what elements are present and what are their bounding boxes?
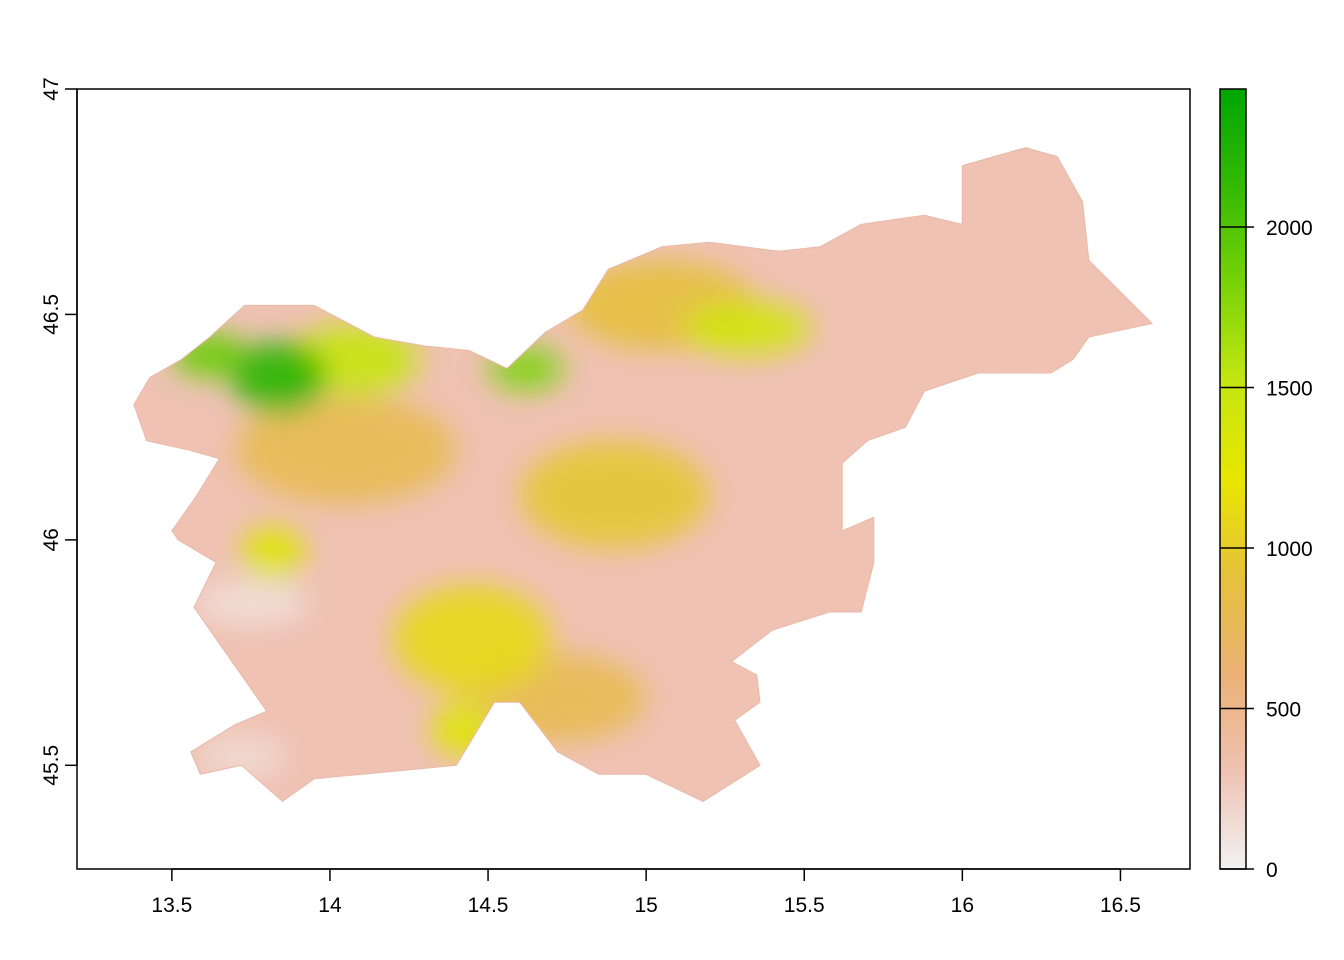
x-tick-label: 16 <box>951 894 974 917</box>
region-outline <box>133 147 1154 803</box>
legend-ticks: 0 500 1000 1500 2000 <box>1220 217 1313 882</box>
elevation-zone <box>684 300 811 356</box>
elevation-zone <box>519 440 710 549</box>
color-legend: 0 500 1000 1500 2000 <box>1219 88 1313 882</box>
elevation-zone <box>393 585 552 694</box>
y-tick-label: 46.5 <box>40 294 63 335</box>
elevation-zone <box>488 346 564 391</box>
elevation-zone <box>197 733 286 779</box>
x-tick-label: 13.5 <box>151 894 192 917</box>
x-tick-label: 14 <box>318 894 342 917</box>
y-tick-label: 45.5 <box>40 745 63 786</box>
elevation-zone <box>194 580 308 626</box>
y-tick-label: 46 <box>40 528 63 551</box>
legend-tick-label: 0 <box>1266 859 1278 882</box>
legend-color-bar <box>1219 88 1247 870</box>
x-axis: 13.5 14 14.5 15 15.5 16 16.5 <box>151 868 1141 917</box>
x-tick-label: 15 <box>634 894 657 917</box>
x-tick-label: 16.5 <box>1100 894 1141 917</box>
elevation-raster <box>133 147 1154 803</box>
legend-tick-label: 1500 <box>1266 378 1313 401</box>
x-tick-label: 14.5 <box>468 894 509 917</box>
elevation-zone <box>431 702 495 757</box>
y-tick-label: 47 <box>40 77 63 100</box>
elevation-zone <box>235 395 457 504</box>
elevation-zone <box>232 341 327 414</box>
y-axis: 45.5 46 46.5 47 <box>40 77 78 786</box>
elevation-zone <box>241 526 305 581</box>
legend-tick-label: 2000 <box>1266 217 1313 240</box>
x-tick-label: 15.5 <box>784 894 825 917</box>
legend-tick-label: 1000 <box>1266 538 1313 561</box>
legend-tick-label: 500 <box>1266 699 1301 722</box>
